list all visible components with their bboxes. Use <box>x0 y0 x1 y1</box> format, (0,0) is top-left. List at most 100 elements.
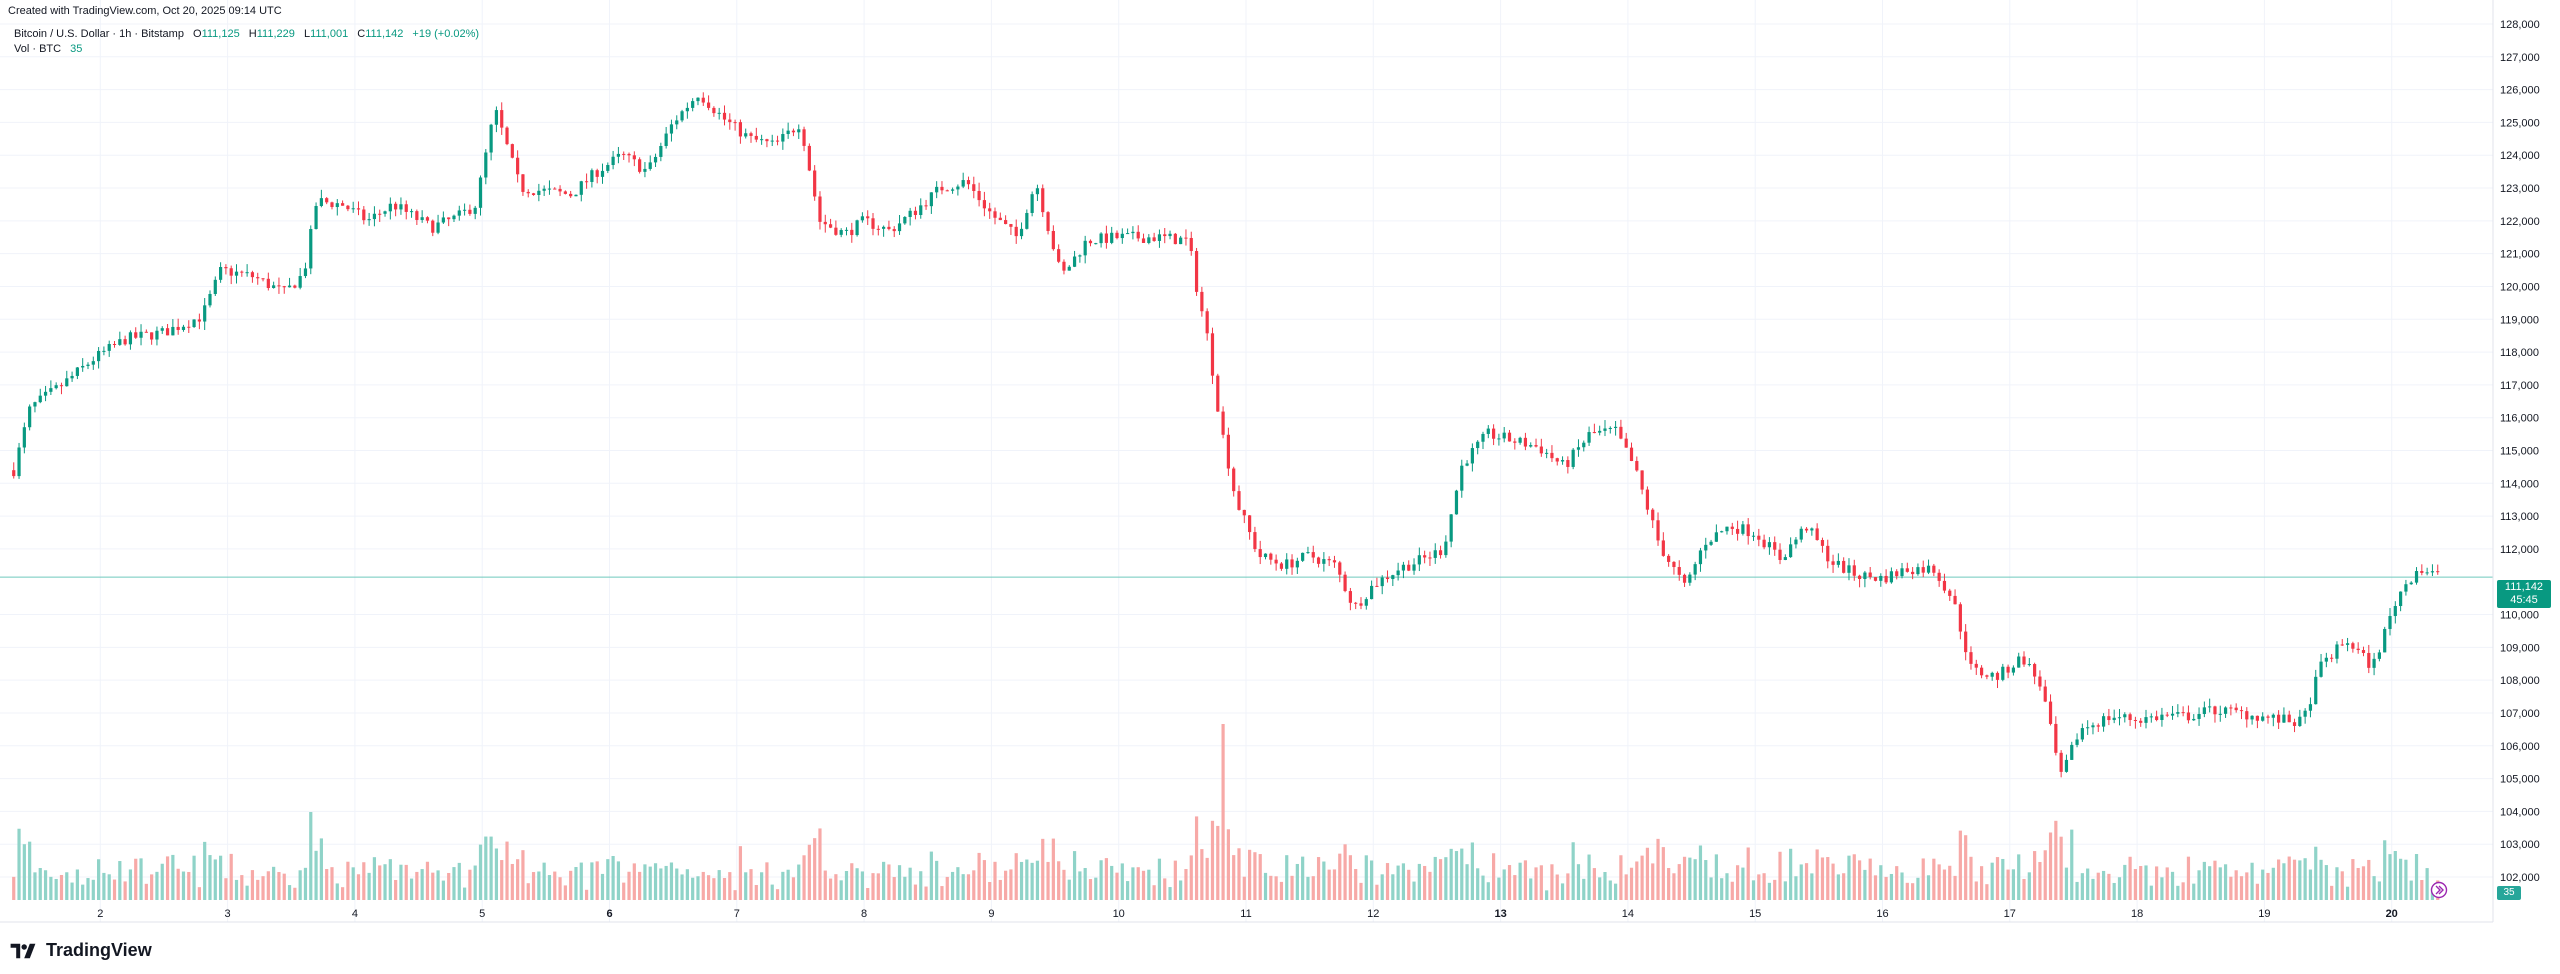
candle-body <box>165 328 170 336</box>
candle <box>722 105 727 126</box>
volume-bar <box>1831 863 1835 900</box>
candle <box>887 220 891 231</box>
volume-bar <box>1460 848 1464 900</box>
volume-bar <box>1799 864 1803 900</box>
volume-bar <box>696 876 700 900</box>
volume-bar <box>1343 844 1347 900</box>
candle-body <box>1704 544 1708 551</box>
volume-bar <box>1221 724 1225 900</box>
candle <box>234 264 239 284</box>
candle-body <box>28 406 32 428</box>
candle <box>691 98 695 112</box>
volume-bar <box>28 841 32 900</box>
price-tick-label: 103,000 <box>2500 839 2540 851</box>
time-axis[interactable]: 2 3 4 5 6 7 8 9 10 11 12 13 14 15 16 17 18 19 20 <box>97 908 2398 920</box>
candle-body <box>1269 553 1273 560</box>
candle <box>1375 577 1379 587</box>
volume-bar <box>1481 875 1485 900</box>
candle-body <box>1735 528 1740 534</box>
candle <box>128 330 133 350</box>
candle-body <box>1762 539 1766 548</box>
candle <box>1566 456 1570 474</box>
candle <box>86 362 90 370</box>
candle <box>935 181 939 199</box>
price-axis[interactable]: 128,000 127,000 126,000 125,000 124,000 123,0… <box>2500 19 2540 884</box>
candle <box>160 326 164 334</box>
candle <box>2059 750 2063 778</box>
candle <box>1725 526 1729 535</box>
candle <box>966 176 971 190</box>
goto-realtime-icon[interactable] <box>2430 881 2448 899</box>
candle-body <box>1645 489 1650 510</box>
candle-body <box>97 350 101 362</box>
volume-bar <box>494 848 499 900</box>
candle <box>558 185 562 197</box>
candle-body <box>1136 231 1140 239</box>
candle-body <box>1640 470 1644 490</box>
candle <box>192 319 196 328</box>
candle-body <box>1942 580 1947 591</box>
candle <box>1545 448 1549 459</box>
candle <box>1645 486 1650 515</box>
volume-bar <box>282 873 286 900</box>
volume-bar <box>314 850 318 900</box>
volume-bar <box>340 887 345 900</box>
candle <box>2096 723 2100 732</box>
volume-bar <box>611 855 615 900</box>
candle-body <box>1433 550 1437 558</box>
candle-body <box>945 190 949 192</box>
candle <box>1826 539 1830 569</box>
candle-body <box>2202 707 2206 714</box>
candle <box>813 165 817 201</box>
volume-bar <box>744 872 748 900</box>
volume-bar <box>1873 875 1878 900</box>
time-tick-label: 7 <box>734 908 740 920</box>
candle <box>1354 601 1358 610</box>
candle-body <box>282 286 286 288</box>
candle <box>208 290 212 308</box>
candle-body <box>1709 541 1713 545</box>
volume-bar <box>1104 858 1108 900</box>
volume-bar <box>134 858 138 900</box>
volume-bar <box>176 868 180 900</box>
volume-bar <box>1693 859 1697 900</box>
candle <box>919 198 923 219</box>
candle <box>171 319 175 336</box>
candle <box>1057 244 1061 264</box>
candle-body <box>309 229 313 269</box>
candle-body <box>717 112 721 114</box>
candle <box>754 127 758 143</box>
candle <box>1523 432 1528 451</box>
candle-body <box>1969 652 1973 664</box>
volume-bar <box>2038 861 2042 900</box>
volume-bar <box>584 889 589 900</box>
tradingview-logo[interactable]: TradingView <box>10 940 152 961</box>
candle <box>1921 560 1925 578</box>
volume-bar <box>218 855 223 900</box>
candle-body <box>224 267 228 269</box>
volume-bar <box>1836 874 1840 900</box>
candle <box>1704 537 1708 559</box>
candle <box>1141 233 1146 244</box>
candle-body <box>1242 509 1246 516</box>
volume-label[interactable]: Vol · BTC <box>14 43 62 55</box>
candle <box>256 272 260 285</box>
volume-bar <box>1958 830 1962 900</box>
candle-body <box>1958 604 1962 632</box>
volume-bar <box>569 870 573 900</box>
candle <box>1136 225 1140 242</box>
candle <box>1932 563 1936 577</box>
candle <box>362 206 366 225</box>
candle-body <box>2335 644 2339 659</box>
symbol-title[interactable]: Bitcoin / U.S. Dollar · 1h · Bitstamp <box>14 28 184 40</box>
candle <box>378 209 382 222</box>
candle <box>372 206 377 227</box>
volume-bar <box>1375 884 1379 900</box>
volume-bar <box>1990 862 1994 900</box>
candle <box>982 191 986 217</box>
candle-body <box>1502 432 1506 439</box>
volume-bar <box>760 872 764 900</box>
candle <box>622 151 626 161</box>
volume-bar <box>505 841 509 900</box>
